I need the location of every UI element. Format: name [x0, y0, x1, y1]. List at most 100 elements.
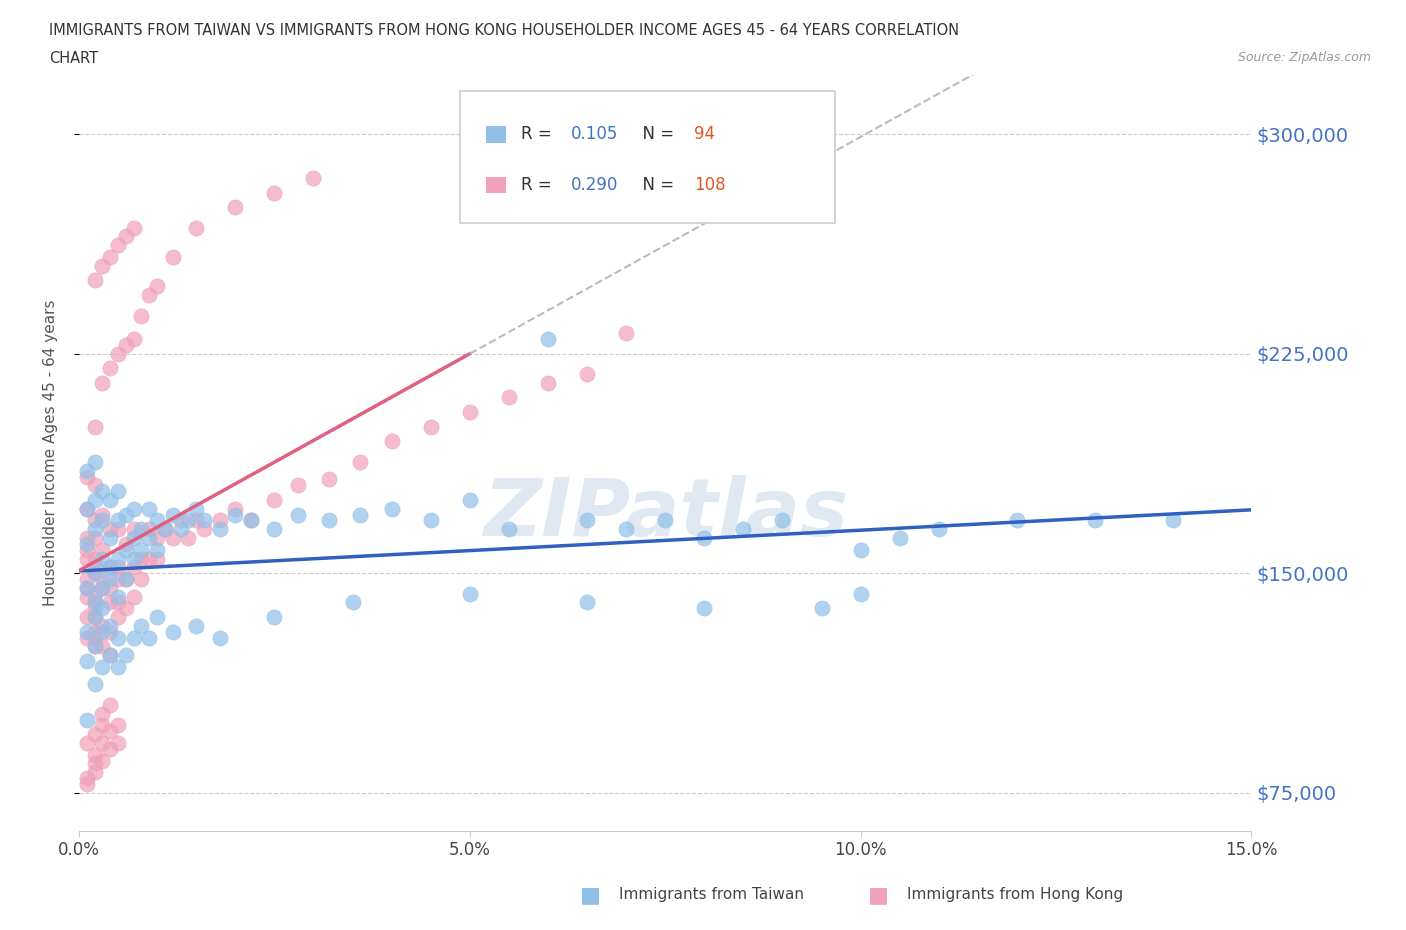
Point — [91, 736, 114, 751]
Point — [177, 513, 200, 528]
Point — [83, 639, 105, 654]
Point — [83, 677, 105, 692]
Point — [107, 595, 129, 610]
Point — [115, 572, 138, 587]
Point — [122, 589, 145, 604]
Point — [849, 586, 872, 601]
Point — [98, 493, 121, 508]
Point — [83, 478, 105, 493]
Point — [115, 542, 138, 557]
Point — [537, 376, 560, 391]
Text: 94: 94 — [695, 126, 716, 143]
Point — [138, 287, 160, 302]
Point — [193, 513, 215, 528]
Point — [91, 580, 114, 595]
Point — [91, 639, 114, 654]
Point — [419, 419, 441, 434]
Point — [76, 551, 98, 566]
Point — [98, 724, 121, 738]
Point — [91, 551, 114, 566]
Point — [498, 522, 520, 537]
Point — [83, 522, 105, 537]
Point — [76, 624, 98, 639]
Point — [115, 537, 138, 551]
Point — [83, 631, 105, 645]
Point — [138, 522, 160, 537]
Point — [162, 531, 184, 546]
Point — [107, 736, 129, 751]
Point — [576, 595, 599, 610]
Point — [1161, 513, 1184, 528]
Point — [733, 522, 755, 537]
Point — [76, 531, 98, 546]
Point — [537, 331, 560, 346]
Text: Immigrants from Hong Kong: Immigrants from Hong Kong — [907, 887, 1123, 902]
Point — [76, 501, 98, 516]
Point — [91, 706, 114, 721]
Point — [186, 618, 208, 633]
Point — [263, 185, 285, 200]
Point — [208, 522, 231, 537]
Point — [76, 736, 98, 751]
Point — [186, 501, 208, 516]
Point — [91, 601, 114, 616]
Point — [91, 718, 114, 733]
Point — [186, 513, 208, 528]
Point — [122, 331, 145, 346]
Point — [107, 631, 129, 645]
Point — [224, 200, 246, 215]
Point — [76, 712, 98, 727]
Bar — [486, 177, 506, 193]
Point — [208, 631, 231, 645]
Point — [146, 279, 169, 294]
Point — [146, 551, 169, 566]
Point — [98, 595, 121, 610]
Point — [772, 513, 794, 528]
Point — [1005, 513, 1028, 528]
Point — [83, 513, 105, 528]
Point — [91, 659, 114, 674]
Point — [169, 522, 191, 537]
Point — [115, 647, 138, 662]
Point — [76, 542, 98, 557]
Point — [98, 560, 121, 575]
Text: ZIPatlas: ZIPatlas — [482, 474, 848, 552]
Point — [122, 560, 145, 575]
Point — [349, 455, 371, 470]
Point — [177, 531, 200, 546]
Point — [107, 551, 129, 566]
Point — [76, 631, 98, 645]
Point — [576, 513, 599, 528]
Point — [107, 522, 129, 537]
Point — [98, 580, 121, 595]
Point — [98, 698, 121, 712]
Point — [107, 484, 129, 498]
Point — [342, 595, 364, 610]
Point — [76, 580, 98, 595]
Point — [122, 501, 145, 516]
Point — [131, 551, 153, 566]
Point — [83, 601, 105, 616]
Point — [107, 572, 129, 587]
Point — [83, 610, 105, 625]
Point — [131, 618, 153, 633]
Text: 0.290: 0.290 — [571, 176, 619, 194]
Point — [693, 601, 716, 616]
Point — [381, 501, 404, 516]
Point — [654, 513, 676, 528]
Point — [107, 589, 129, 604]
Y-axis label: Householder Income Ages 45 - 64 years: Householder Income Ages 45 - 64 years — [44, 299, 58, 606]
Text: 0.105: 0.105 — [571, 126, 619, 143]
Point — [107, 238, 129, 253]
Point — [91, 484, 114, 498]
Point — [98, 647, 121, 662]
Point — [614, 326, 637, 340]
Point — [138, 631, 160, 645]
Point — [146, 610, 169, 625]
Point — [98, 618, 121, 633]
Point — [263, 610, 285, 625]
Text: Source: ZipAtlas.com: Source: ZipAtlas.com — [1237, 51, 1371, 64]
Point — [193, 522, 215, 537]
Point — [83, 747, 105, 762]
Point — [91, 618, 114, 633]
